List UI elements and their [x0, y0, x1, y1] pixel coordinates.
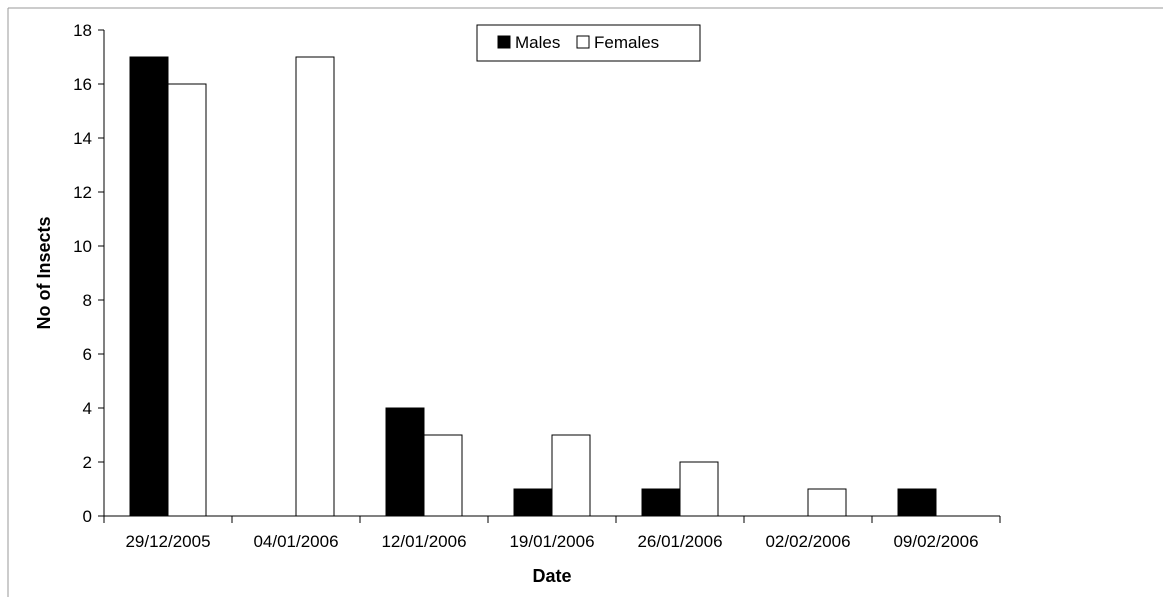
bars-group: [129, 56, 937, 517]
bar-males-2: [385, 407, 425, 517]
legend-label-males: Males: [515, 33, 560, 52]
bar-females-0: [167, 83, 207, 517]
x-tick-label-2: 12/01/2006: [381, 532, 466, 551]
y-tick-label-6: 12: [73, 183, 92, 202]
y-tick-label-0: 0: [83, 507, 92, 526]
y-tick-label-2: 4: [83, 399, 92, 418]
y-tick-label-1: 2: [83, 453, 92, 472]
bar-males-0: [129, 56, 169, 517]
legend-label-females: Females: [594, 33, 659, 52]
bar-males-6: [897, 488, 937, 517]
x-tick-label-1: 04/01/2006: [253, 532, 338, 551]
y-tick-label-8: 16: [73, 75, 92, 94]
y-tick-label-3: 6: [83, 345, 92, 364]
y-tick-label-5: 10: [73, 237, 92, 256]
x-tick-label-0: 29/12/2005: [125, 532, 210, 551]
bar-females-2: [423, 434, 463, 517]
x-tick-label-3: 19/01/2006: [509, 532, 594, 551]
bar-females-5: [807, 488, 847, 517]
bar-males-4: [641, 488, 681, 517]
bar-females-4: [679, 461, 719, 517]
axes-group: 0 2 4 6 8 10 12 14 16 18 29/12/2005 04/01/2006 12/01…: [73, 21, 1001, 551]
bar-females-3: [551, 434, 591, 517]
legend: Males Females: [476, 24, 701, 62]
y-tick-label-7: 14: [73, 129, 92, 148]
x-axis-title: Date: [532, 566, 571, 586]
legend-swatch-males: [497, 35, 511, 49]
y-tick-label-9: 18: [73, 21, 92, 40]
x-tick-label-5: 02/02/2006: [765, 532, 850, 551]
y-tick-label-4: 8: [83, 291, 92, 310]
bar-females-1: [295, 56, 335, 517]
x-tick-label-6: 09/02/2006: [893, 532, 978, 551]
x-tick-label-4: 26/01/2006: [637, 532, 722, 551]
bar-males-3: [513, 488, 553, 517]
legend-swatch-females: [576, 35, 590, 49]
y-axis-title: No of Insects: [34, 216, 54, 329]
